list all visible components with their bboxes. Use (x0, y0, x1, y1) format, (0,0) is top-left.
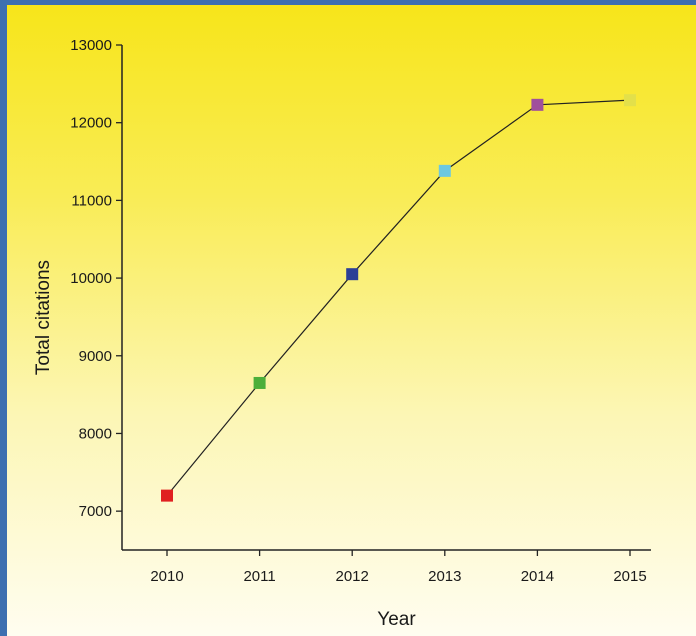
data-point-2010 (161, 489, 173, 502)
y-axis-title: Total citations (33, 260, 54, 375)
x-tick-label: 2015 (613, 568, 646, 585)
y-tick-label: 7000 (79, 503, 112, 520)
y-tick-label: 9000 (79, 348, 112, 365)
series-layer (161, 94, 636, 502)
data-point-2014 (531, 98, 544, 111)
y-tick-label: 10000 (70, 270, 112, 287)
y-tick-label: 12000 (70, 115, 112, 132)
y-tick-label: 8000 (79, 425, 112, 442)
series-line (166, 99, 631, 496)
data-point-2012 (346, 268, 359, 281)
x-ticks: 2010 2011 2012 2013 2014 2015 (150, 550, 647, 585)
chart-panel: 7000 8000 9000 10000 11000 12000 13000 2010 201… (7, 5, 696, 636)
x-tick-label: 2013 (428, 568, 461, 585)
x-axis-title: Year (377, 609, 416, 630)
x-tick-label: 2012 (336, 568, 369, 585)
axes (121, 45, 651, 551)
y-tick-label: 13000 (70, 37, 112, 54)
x-tick-label: 2010 (150, 568, 183, 585)
y-tick-label: 11000 (71, 192, 112, 209)
x-tick-label: 2011 (243, 568, 275, 585)
y-ticks: 7000 8000 9000 10000 11000 12000 13000 (70, 37, 122, 520)
data-point-2013 (438, 164, 451, 177)
data-point-2011 (253, 376, 266, 389)
data-point-2015 (624, 94, 636, 107)
x-tick-label: 2014 (521, 568, 554, 585)
